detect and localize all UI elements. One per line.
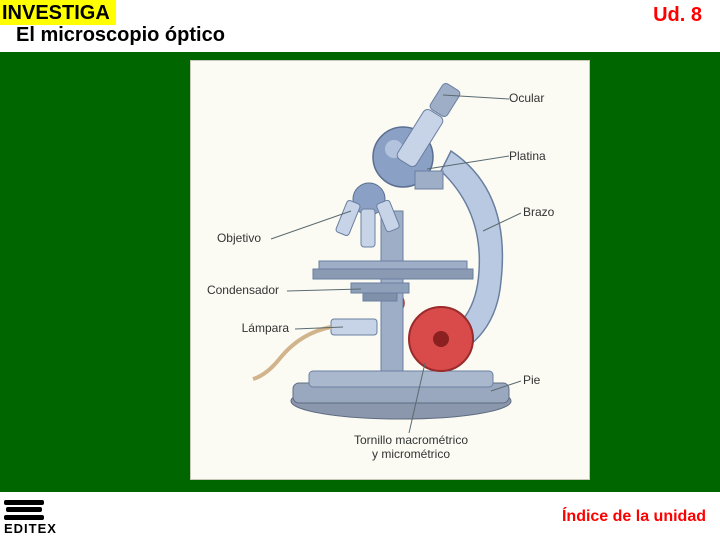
publisher-name: EDITEX bbox=[4, 521, 57, 536]
publisher-brand: EDITEX bbox=[4, 499, 57, 536]
slide-header: INVESTIGA El microscopio óptico Ud. 8 bbox=[0, 0, 720, 52]
header-title: INVESTIGA bbox=[0, 0, 116, 25]
slide-root: INVESTIGA El microscopio óptico Ud. 8 bbox=[0, 0, 720, 540]
microscope-diagram: Ocular Platina Brazo Pie Objetivo Conden… bbox=[190, 60, 590, 480]
label-lampara: Lámpara bbox=[242, 321, 289, 335]
label-platina: Platina bbox=[509, 149, 546, 163]
publisher-logo-icon bbox=[4, 499, 44, 521]
microscope-svg bbox=[191, 61, 591, 481]
label-objetivo: Objetivo bbox=[217, 231, 261, 245]
label-ocular: Ocular bbox=[509, 91, 544, 105]
unit-badge: Ud. 8 bbox=[653, 4, 702, 27]
header-subtitle: El microscopio óptico bbox=[16, 24, 225, 47]
label-pie: Pie bbox=[523, 373, 540, 387]
unit-index-link[interactable]: Índice de la unidad bbox=[562, 508, 706, 526]
slide-footer: EDITEX Índice de la unidad bbox=[0, 492, 720, 540]
label-tornillo-line2: y micrométrico bbox=[372, 447, 450, 461]
label-tornillo-line1: Tornillo macrométrico bbox=[354, 433, 468, 447]
label-condensador: Condensador bbox=[207, 283, 279, 297]
label-brazo: Brazo bbox=[523, 205, 554, 219]
label-tornillo: Tornillo macrométrico y micrométrico bbox=[321, 433, 501, 461]
